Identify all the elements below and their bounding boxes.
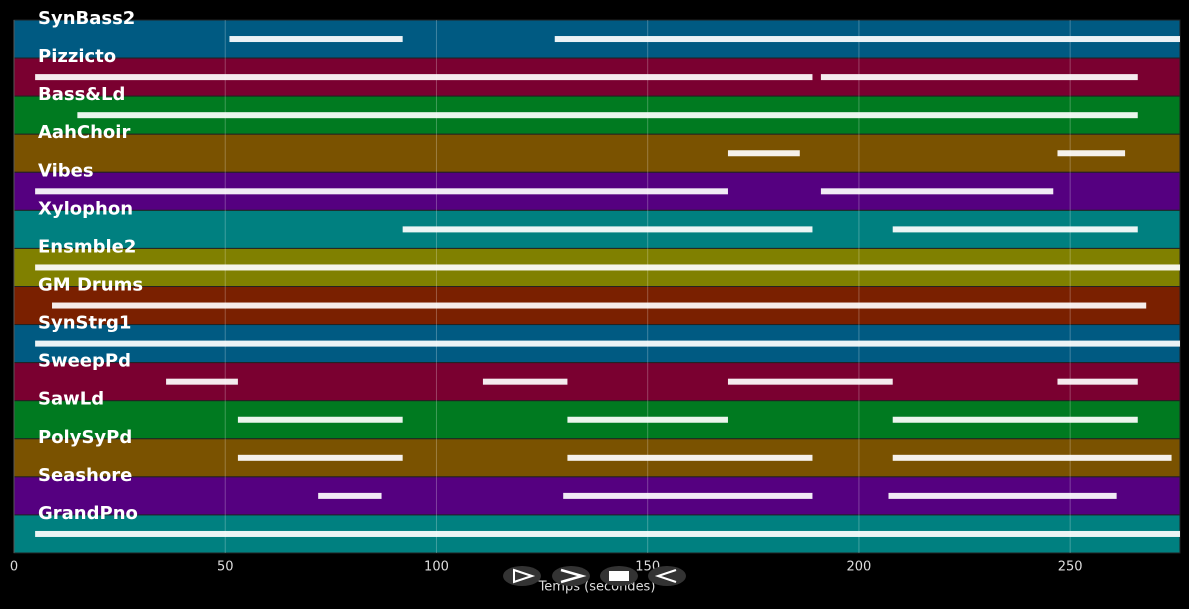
track-lane [13,133,1181,173]
x-tick-label: 0 [10,560,18,575]
playback-controls [503,566,686,586]
x-tick-label: 100 [424,560,449,575]
play-button[interactable] [503,566,541,586]
note-range [888,492,1117,499]
note-range [237,454,403,461]
x-tick-label: 250 [1058,560,1083,575]
note-range [482,378,568,385]
track-label: SawLd [38,389,104,410]
x-tick-label: 200 [847,560,872,575]
track-label: SynBass2 [38,8,135,29]
note-range [563,492,813,499]
x-tick-label: 50 [217,560,234,575]
back-button[interactable] [648,566,686,586]
track-label: GM Drums [38,275,143,296]
note-range [1057,378,1138,385]
note-range [567,416,728,423]
note-range [567,454,813,461]
track-label: SynStrg1 [38,313,131,334]
track-label: Xylophon [38,198,133,219]
note-range [820,74,1138,81]
track-label: Bass&Ld [38,84,125,105]
note-range [892,454,1172,461]
x-axis-label: Temps (secondes) [538,580,656,595]
note-range [52,302,1147,309]
track-label: Seashore [38,465,132,486]
note-range [892,416,1138,423]
note-range [35,340,1181,347]
track-label: SweepPd [38,351,131,372]
note-range [820,188,1054,195]
note-range [318,492,382,499]
stop-button[interactable] [600,566,638,586]
note-range [77,112,1138,119]
note-range [1057,150,1126,157]
track-label: Pizzicto [38,46,116,67]
note-range [35,530,1181,537]
forward-button[interactable] [552,566,590,586]
note-range [35,188,728,195]
note-range [892,226,1138,233]
track-label: GrandPno [38,503,138,524]
note-range [229,36,403,43]
note-range [35,264,1181,271]
note-range [727,150,800,157]
note-range [35,74,813,81]
track-label: PolySyPd [38,427,132,448]
track-label: Ensmble2 [38,236,136,257]
note-range [727,378,893,385]
track-label: Vibes [38,160,94,181]
note-range [402,226,813,233]
note-range [166,378,238,385]
note-range [554,36,1180,43]
track-label: AahChoir [38,122,130,143]
note-range [237,416,403,423]
